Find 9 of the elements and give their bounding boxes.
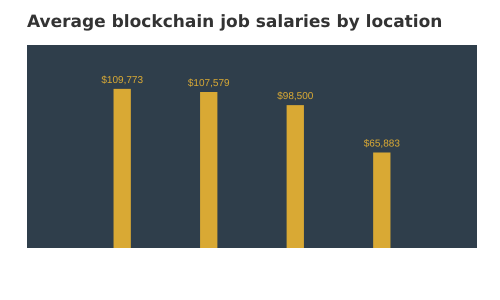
data-label: $109,773 <box>101 74 144 86</box>
data-label: $107,579 <box>188 78 230 90</box>
bar <box>200 92 218 248</box>
bar <box>286 105 304 248</box>
bar <box>114 88 131 248</box>
bar <box>373 152 390 248</box>
data-label: $98,500 <box>277 91 314 102</box>
chart-title: Average blockchain job salaries by location <box>27 12 442 32</box>
data-label: $65,883 <box>364 138 400 150</box>
